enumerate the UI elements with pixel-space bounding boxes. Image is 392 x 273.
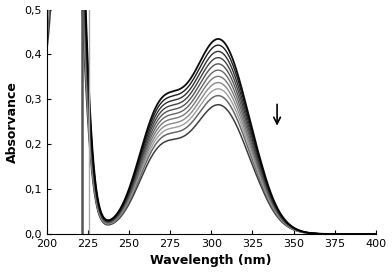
Y-axis label: Absorvance: Absorvance: [5, 81, 18, 163]
X-axis label: Wavelength (nm): Wavelength (nm): [151, 254, 272, 268]
